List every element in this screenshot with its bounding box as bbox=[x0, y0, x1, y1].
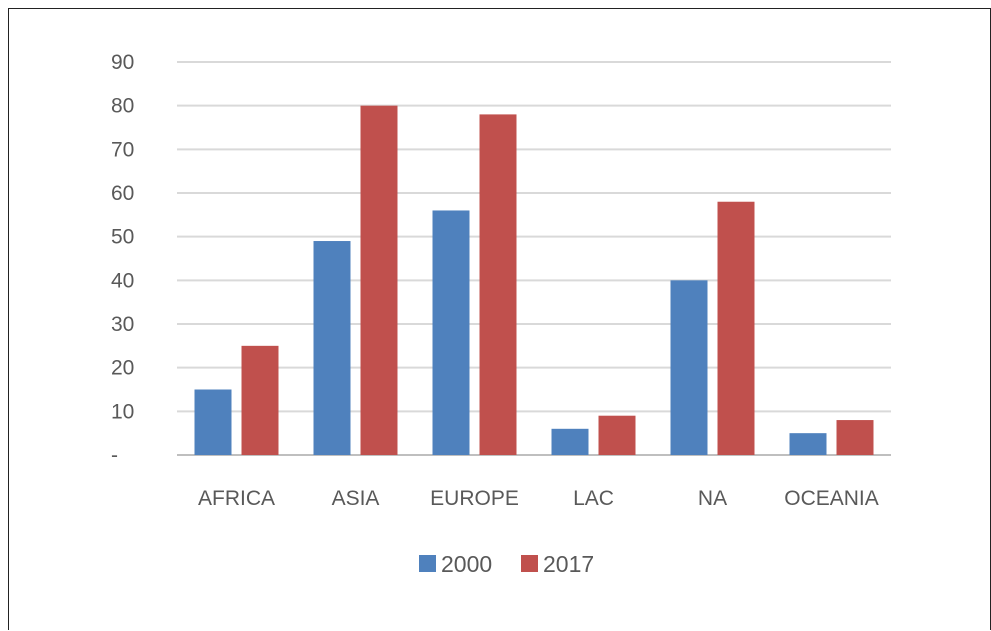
x-tick-label: ASIA bbox=[332, 487, 380, 510]
bar-europe-2017 bbox=[479, 114, 517, 456]
x-tick-label: OCEANIA bbox=[784, 487, 879, 510]
x-tick-label: AFRICA bbox=[198, 487, 275, 510]
x-tick-label: NA bbox=[698, 487, 727, 510]
bar-lac-2000 bbox=[551, 428, 589, 455]
bar-asia-2000 bbox=[313, 241, 351, 455]
bar-asia-2017 bbox=[360, 105, 398, 456]
y-tick-label: - bbox=[111, 444, 118, 467]
chart-frame: - 10 20 30 40 50 60 70 80 90 AFRICA ASIA EUROPE LAC N… bbox=[8, 8, 991, 630]
bar-europe-2000 bbox=[432, 210, 470, 455]
bars bbox=[194, 105, 874, 456]
bar-lac-2017 bbox=[598, 415, 636, 455]
legend-swatch-2017 bbox=[521, 555, 538, 572]
x-tick-label: EUROPE bbox=[430, 487, 519, 510]
bar-chart: - 10 20 30 40 50 60 70 80 90 AFRICA ASIA EUROPE LAC N… bbox=[111, 51, 891, 577]
bar-africa-2017 bbox=[241, 345, 279, 455]
x-axis-tick-labels: AFRICA ASIA EUROPE LAC NA OCEANIA bbox=[198, 487, 879, 510]
y-tick-label: 60 bbox=[111, 182, 134, 205]
gridlines bbox=[177, 61, 891, 456]
y-tick-label: 20 bbox=[111, 357, 134, 380]
legend-swatch-2000 bbox=[419, 555, 436, 572]
bar-na-2000 bbox=[670, 280, 708, 455]
bar-na-2017 bbox=[717, 201, 755, 455]
bar-oceania-2000 bbox=[789, 433, 827, 455]
legend: 2000 2017 bbox=[419, 551, 594, 577]
bar-oceania-2017 bbox=[836, 420, 874, 455]
y-tick-label: 80 bbox=[111, 95, 134, 118]
y-tick-label: 30 bbox=[111, 313, 134, 336]
y-tick-label: 70 bbox=[111, 138, 134, 161]
legend-label-2000: 2000 bbox=[441, 551, 492, 577]
legend-label-2017: 2017 bbox=[543, 551, 594, 577]
y-tick-label: 90 bbox=[111, 51, 134, 74]
x-tick-label: LAC bbox=[573, 487, 614, 510]
y-tick-label: 50 bbox=[111, 226, 134, 249]
y-tick-label: 10 bbox=[111, 400, 134, 423]
bar-africa-2000 bbox=[194, 389, 232, 455]
y-axis-tick-labels: - 10 20 30 40 50 60 70 80 90 bbox=[111, 51, 134, 467]
y-tick-label: 40 bbox=[111, 269, 134, 292]
